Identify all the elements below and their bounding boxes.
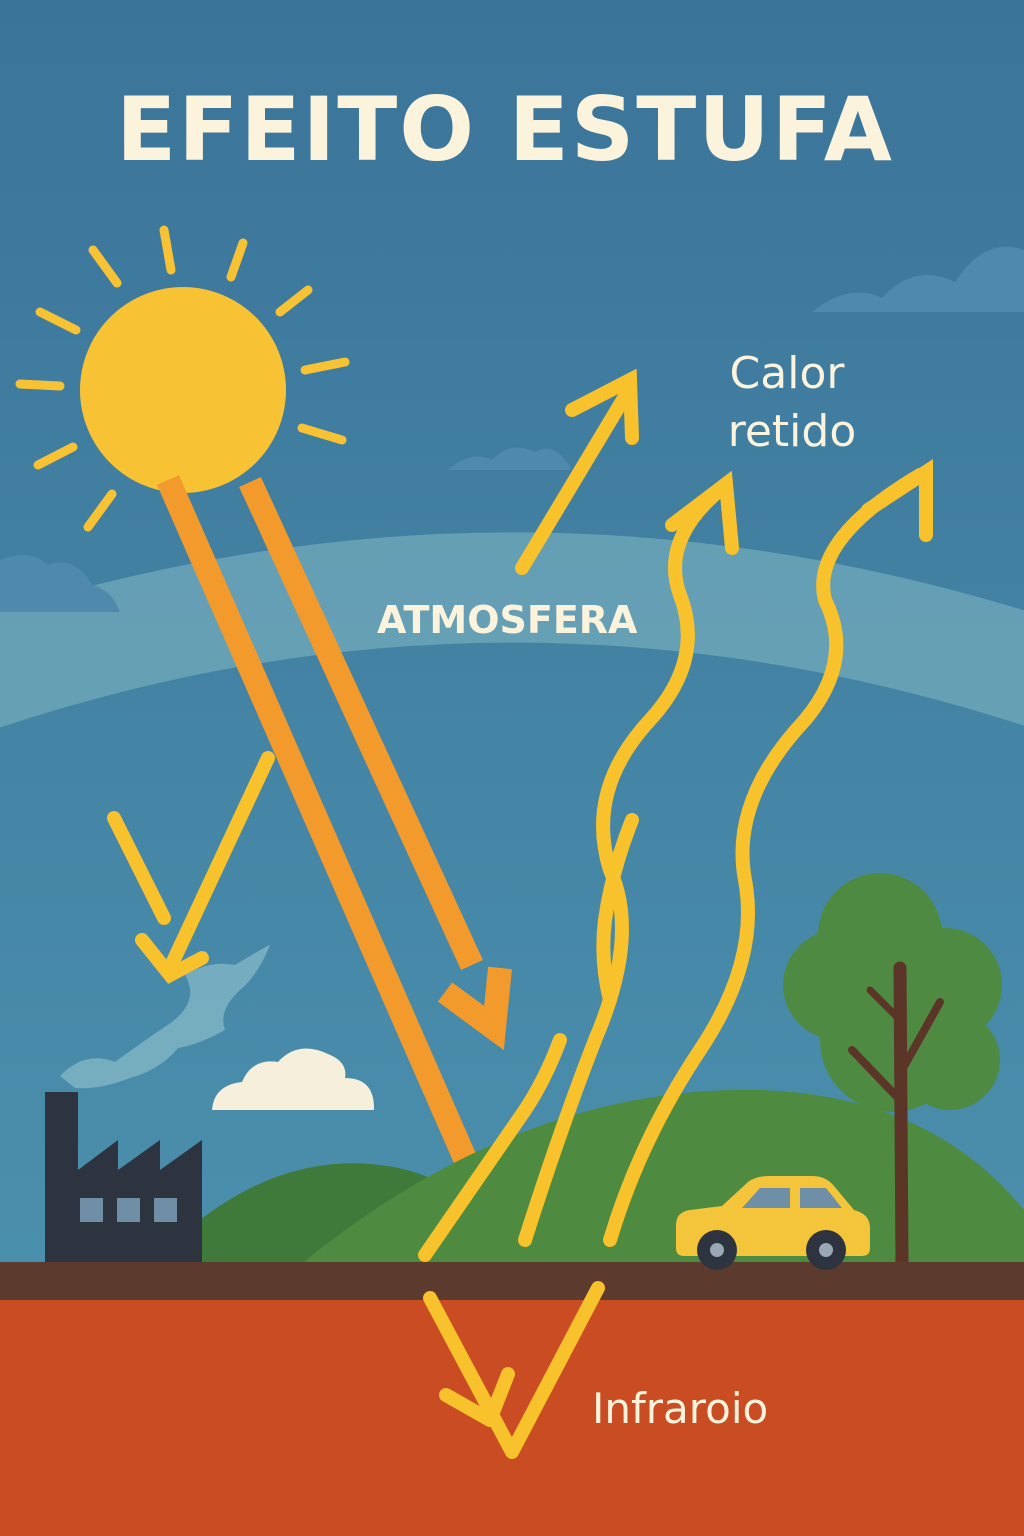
factory-icon: [45, 1092, 202, 1265]
sun-icon: [15, 225, 350, 532]
scattered-radiation: [107, 751, 275, 984]
ray-to-ground: [157, 475, 481, 1175]
ground-surface: [0, 1262, 1024, 1300]
infrared-reflection: [423, 1281, 605, 1459]
atmosphere-label: ATMOSFERA: [377, 598, 638, 642]
smoke-icon: [60, 945, 270, 1089]
heat-retained-label-line2: retido: [727, 406, 857, 457]
car-icon: [676, 1176, 870, 1270]
cloud-icon: [212, 1048, 375, 1110]
reflected-heat: [418, 368, 639, 1262]
heat-retained-label-line1: Calor: [729, 348, 845, 399]
background-clouds: [0, 246, 1024, 612]
atmosphere-band: [0, 532, 1024, 728]
infrared-label: Infraroio: [592, 1384, 769, 1433]
ray-down-arrow: [239, 476, 483, 971]
ray-down-arrowhead: [437, 966, 512, 1051]
page-title: EFEITO ESTUFA: [116, 78, 894, 181]
incoming-solar-radiation: [157, 475, 512, 1175]
trapped-heat-waves: [518, 459, 933, 1247]
earth-layer: [0, 1300, 1024, 1536]
tree-icon: [783, 873, 1002, 1269]
